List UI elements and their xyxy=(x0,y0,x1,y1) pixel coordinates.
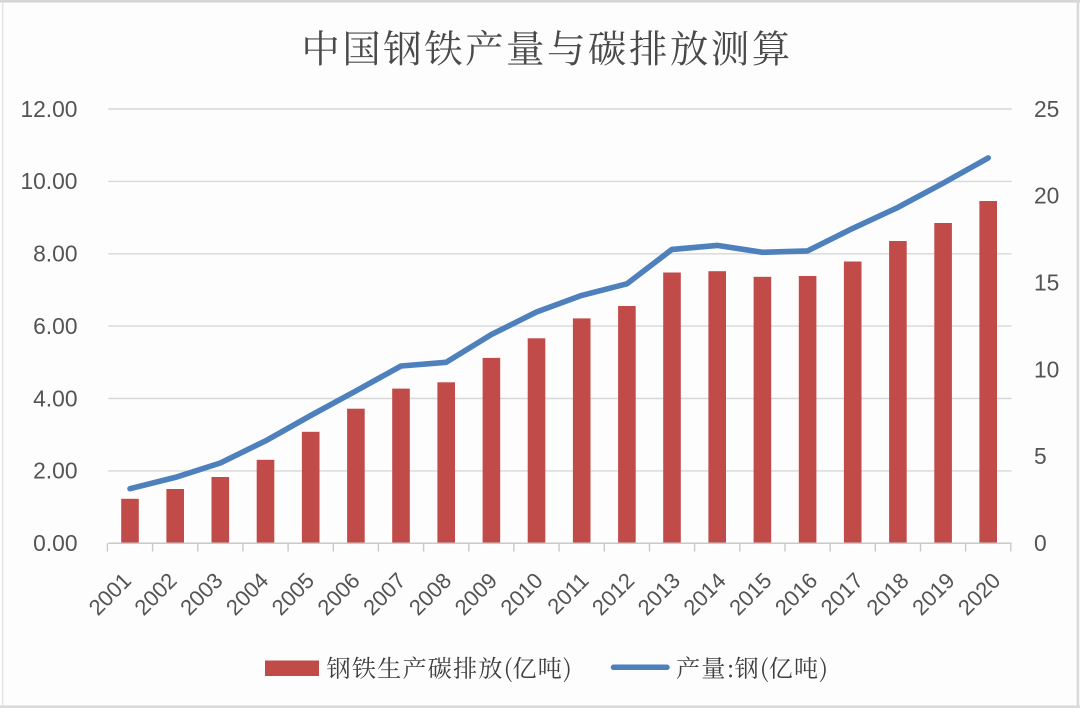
svg-text:5: 5 xyxy=(1034,443,1047,469)
svg-text:8.00: 8.00 xyxy=(33,241,77,267)
svg-text:10.00: 10.00 xyxy=(20,168,77,194)
svg-text:20: 20 xyxy=(1034,183,1059,209)
svg-text:10: 10 xyxy=(1034,356,1059,382)
svg-text:6.00: 6.00 xyxy=(33,313,77,339)
svg-text:2.00: 2.00 xyxy=(33,458,77,484)
svg-text:15: 15 xyxy=(1034,270,1059,296)
svg-text:25: 25 xyxy=(1034,96,1059,122)
svg-text:0: 0 xyxy=(1034,530,1047,556)
svg-text:12.00: 12.00 xyxy=(20,96,77,122)
svg-text:0.00: 0.00 xyxy=(33,530,77,556)
svg-text:4.00: 4.00 xyxy=(33,385,77,411)
